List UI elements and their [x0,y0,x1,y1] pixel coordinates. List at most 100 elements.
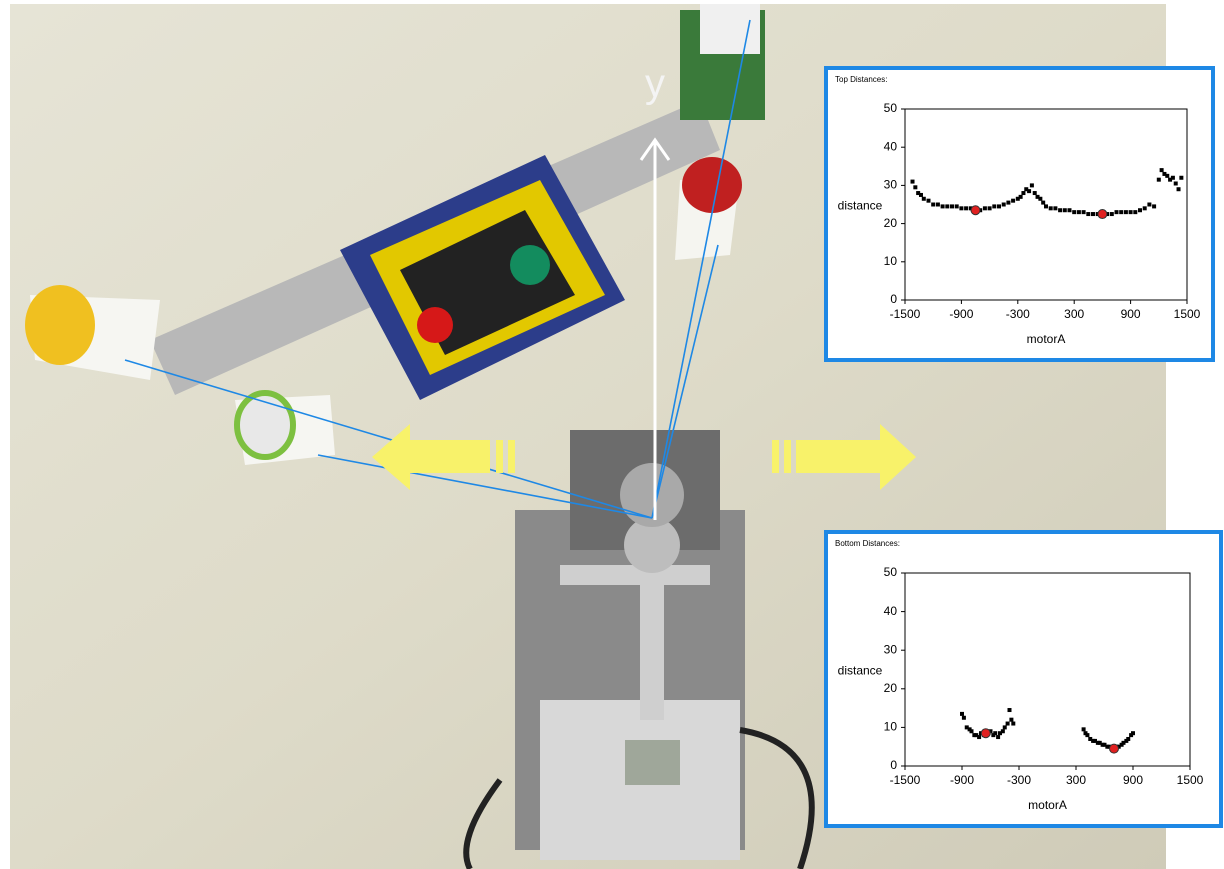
point [1018,194,1023,199]
chart-insets: Top Distances: 0 10 20 30 40 50 -1500 -900 -300 30… [824,66,1223,828]
point [993,731,998,736]
point [987,206,992,211]
ray [317,454,653,519]
x-tick-label: -900 [950,773,974,787]
point [968,206,973,211]
point [1002,725,1007,730]
point [1088,736,1093,741]
point [1109,212,1114,217]
y-tick-label: 10 [884,720,898,734]
y-axis-label: distance [838,199,883,213]
point [977,735,982,740]
x-tick-label: 1500 [1174,307,1201,321]
point [997,204,1001,209]
point [1048,206,1053,211]
point [1179,175,1184,180]
left-arrow [372,424,515,490]
highlight-point [1109,743,1119,754]
point [1138,208,1142,213]
point [1107,744,1112,749]
yellow-cup-top [25,285,95,365]
point [1000,729,1005,734]
point [935,202,940,207]
point [1041,200,1046,205]
y-tick-label: 20 [884,681,898,695]
point [1119,210,1124,215]
point [1156,177,1161,182]
point [910,179,915,184]
point [1086,212,1091,217]
point [992,204,997,209]
y-tick-label: 50 [884,565,898,579]
point [1147,202,1152,207]
point [964,206,969,211]
point [1029,183,1034,188]
point [996,735,1001,740]
point [1173,181,1178,186]
point [964,725,969,730]
x-tick-label: 900 [1123,773,1143,787]
highlight-point [980,728,991,739]
gear-large [620,463,684,527]
point [1001,202,1006,207]
x-axis-label: motorA [1027,332,1066,346]
chart: Bottom Distances: 0 10 20 30 40 50 -1500 -900 -30… [824,530,1223,828]
point [1116,744,1121,749]
point [1044,204,1048,209]
point [1076,210,1081,215]
point [1131,731,1135,736]
point [1058,208,1063,213]
point [1176,187,1181,192]
point [1128,210,1133,215]
point [1114,210,1119,215]
chart-title: Top Distances: [835,75,887,84]
y-axis-arrowhead [639,137,671,161]
point [959,206,964,211]
arrow-body [796,424,916,490]
point [960,711,964,716]
point [998,731,1002,736]
y-tick-label: 40 [884,139,898,153]
ray [651,244,719,519]
y-tick-label: 0 [890,292,897,306]
point [988,729,993,734]
x-tick-label: -1500 [890,773,921,787]
x-tick-label: 300 [1064,307,1084,321]
y-tick-label: 50 [884,101,898,115]
point [1165,173,1170,178]
point [1027,189,1032,194]
point [969,729,974,734]
crossbar [560,565,710,585]
y-axis-label: distance [838,664,883,678]
ray [124,359,653,519]
y-tick-label: 30 [884,642,898,656]
chart-panel [824,66,1215,362]
point [1142,206,1147,211]
point [1005,721,1010,726]
point [1170,175,1175,180]
chart: Top Distances: 0 10 20 30 40 50 -1500 -900 -300 30… [824,66,1215,362]
point [1067,208,1072,213]
point [1021,191,1026,196]
point [1053,206,1058,211]
point [916,191,921,196]
point [921,196,926,201]
point [1123,210,1128,215]
nxt-screen [625,740,680,785]
point [931,202,936,207]
point [1081,210,1086,215]
x-axis-label: motorA [1028,798,1067,812]
arrow-stripe [496,440,503,473]
point [1072,210,1077,215]
x-tick-label: -1500 [890,307,921,321]
highlight-point [970,205,981,216]
point [1159,168,1164,173]
point [1062,208,1067,213]
y-axis-label: y [645,62,665,106]
point [1009,717,1014,722]
x-tick-label: 1500 [1177,773,1204,787]
red-cup-top [682,157,742,213]
point [1152,204,1157,209]
x-tick-label: -900 [949,307,973,321]
